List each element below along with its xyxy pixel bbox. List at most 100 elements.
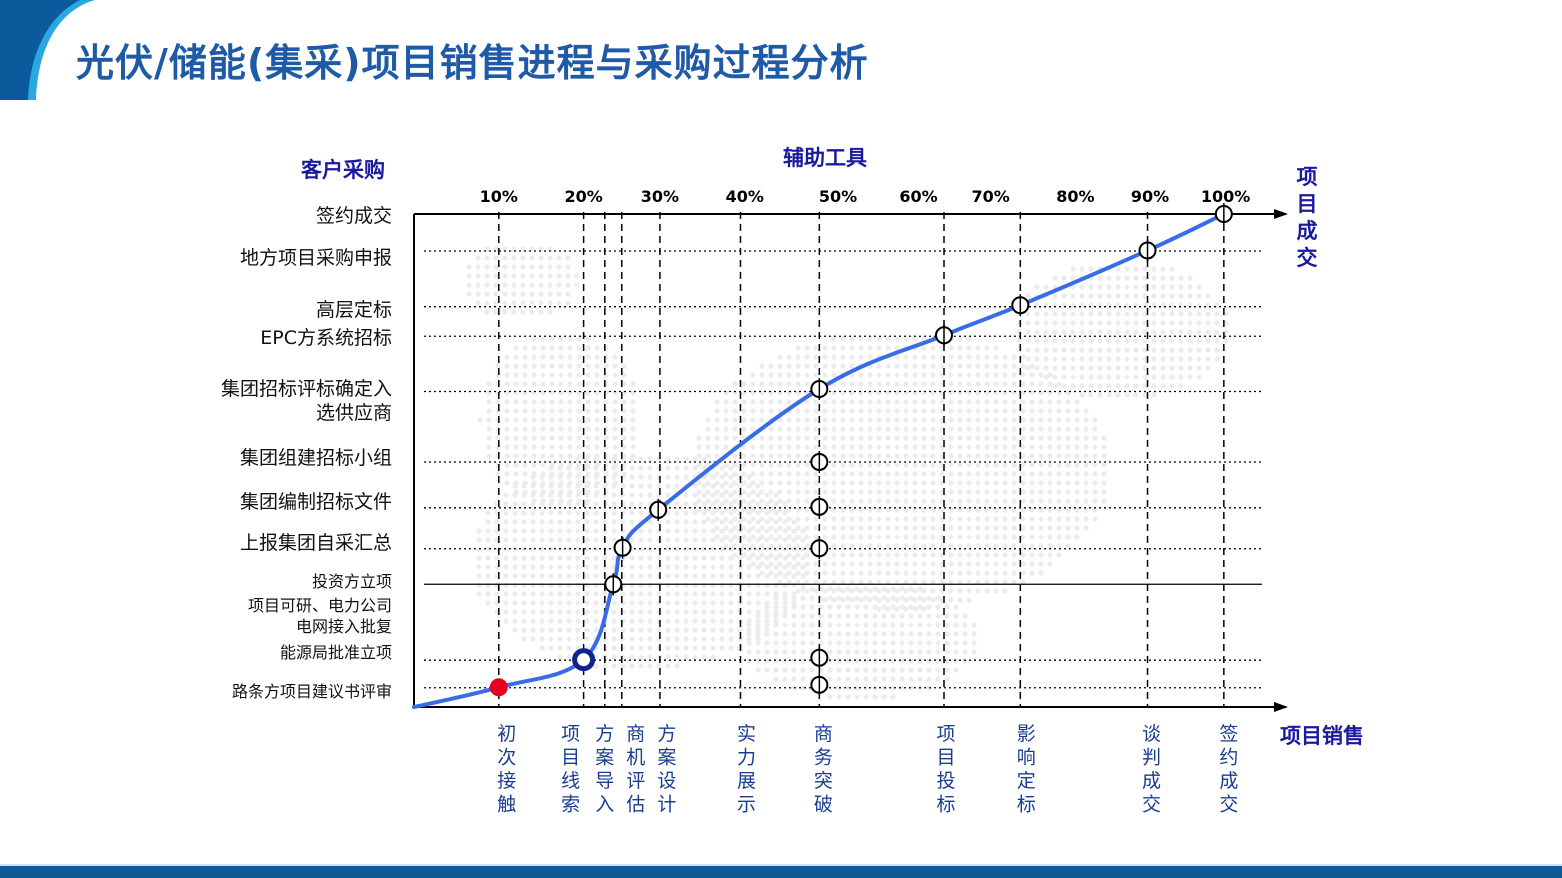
map-dot: [804, 471, 810, 477]
map-dot: [504, 363, 510, 369]
map-dot: [710, 591, 716, 597]
stage-label-char: 影: [1017, 723, 1036, 745]
map-dot: [1020, 381, 1026, 387]
map-dot: [728, 528, 734, 534]
map-dot: [683, 627, 689, 633]
map-dot: [683, 501, 689, 507]
map-dot: [503, 537, 509, 543]
map-dot: [1115, 347, 1121, 353]
map-dot: [953, 640, 959, 646]
map-dot: [723, 543, 729, 549]
map-dot: [831, 435, 837, 441]
top-tick-label: 20%: [564, 187, 602, 206]
map-dot: [854, 694, 860, 700]
map-dot: [502, 291, 508, 297]
map-dot: [863, 640, 869, 646]
map-dot: [674, 600, 680, 606]
map-dot: [1133, 383, 1139, 389]
map-dot: [831, 534, 837, 540]
map-dot: [912, 417, 918, 423]
map-dot: [903, 444, 909, 450]
map-dot: [701, 618, 707, 624]
map-dot: [513, 435, 519, 441]
map-dot: [647, 537, 653, 543]
map-dot: [513, 426, 519, 432]
map-dot: [728, 600, 734, 606]
map-dot: [638, 474, 644, 480]
map-dot: [876, 453, 882, 459]
map-dot: [962, 613, 968, 619]
map-dot: [566, 627, 572, 633]
map-dot: [1047, 444, 1053, 450]
map-dot: [764, 609, 770, 615]
map-dot: [665, 582, 671, 588]
map-dot: [502, 246, 508, 252]
map-dot: [840, 588, 846, 594]
map-dot: [899, 649, 905, 655]
map-dot: [966, 462, 972, 468]
map-dot: [566, 528, 572, 534]
map-dot: [611, 555, 617, 561]
map-dot: [993, 426, 999, 432]
map-dot: [719, 573, 725, 579]
map-dot: [1020, 426, 1026, 432]
map-dot: [1065, 462, 1071, 468]
map-dot: [1214, 329, 1220, 335]
map-dot: [1065, 417, 1071, 423]
map-dot: [1070, 275, 1076, 281]
map-dot: [872, 676, 878, 682]
map-dot: [849, 417, 855, 423]
map-dot: [795, 372, 801, 378]
map-dot: [548, 528, 554, 534]
map-dot: [1065, 480, 1071, 486]
map-dot: [822, 480, 828, 486]
map-dot: [1029, 363, 1035, 369]
map-dot: [656, 627, 662, 633]
map-dot: [912, 543, 918, 549]
map-dot: [585, 336, 591, 342]
map-dot: [975, 579, 981, 585]
map-dot: [557, 537, 563, 543]
map-dot: [993, 489, 999, 495]
map-dot: [1029, 372, 1035, 378]
map-dot: [484, 300, 490, 306]
map-dot: [1124, 293, 1130, 299]
map-dot: [1083, 417, 1089, 423]
stage-label-char: 成: [1219, 770, 1238, 792]
map-dot: [755, 564, 761, 570]
map-dot: [540, 381, 546, 387]
map-dot: [1151, 392, 1157, 398]
map-dot: [1083, 435, 1089, 441]
map-dot: [876, 588, 882, 594]
map-dot: [831, 561, 837, 567]
map-dot: [984, 552, 990, 558]
map-dot: [728, 627, 734, 633]
map-dot: [1151, 284, 1157, 290]
map-dot: [1169, 329, 1175, 335]
map-dot: [1011, 525, 1017, 531]
map-dot: [629, 510, 635, 516]
map-dot: [939, 507, 945, 513]
map-dot: [710, 636, 716, 642]
map-dot: [1160, 338, 1166, 344]
map-dot: [1002, 570, 1008, 576]
map-dot: [620, 519, 626, 525]
map-dot: [556, 273, 562, 279]
map-dot: [966, 570, 972, 576]
map-dot: [732, 408, 738, 414]
map-dot: [522, 453, 528, 459]
map-dot: [750, 417, 756, 423]
map-dot: [1142, 302, 1148, 308]
map-dot: [692, 618, 698, 624]
map-dot: [840, 552, 846, 558]
map-dot: [476, 555, 482, 561]
map-dot: [558, 435, 564, 441]
map-dot: [656, 519, 662, 525]
map-dot: [705, 507, 711, 513]
map-dot: [603, 363, 609, 369]
map-dot: [575, 618, 581, 624]
map-dot: [529, 273, 535, 279]
map-dot: [930, 516, 936, 522]
map-dot: [746, 582, 752, 588]
map-dot: [710, 483, 716, 489]
